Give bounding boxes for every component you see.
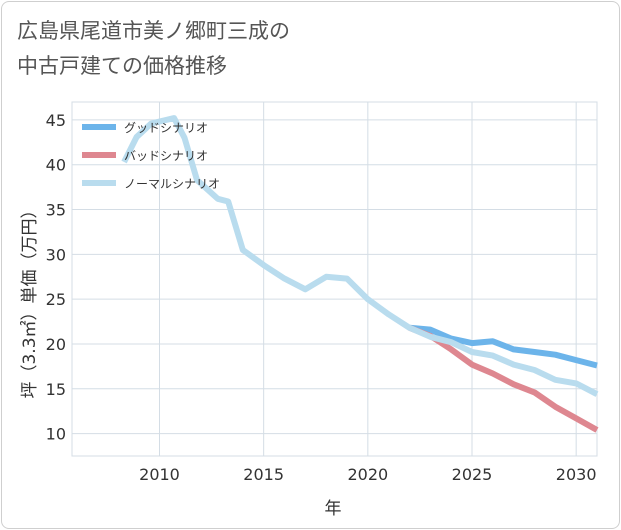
grid [71,101,598,457]
x-tick-label: 2030 [556,465,597,484]
chart-title-line1: 広島県尾道市美ノ郷町三成の [17,19,290,43]
series-line-3 [121,115,599,397]
y-tick-label: 40 [46,156,66,175]
y-tick-label: 35 [46,201,66,220]
x-tick-label: 2015 [243,465,284,484]
y-tick-label: 10 [46,425,66,444]
series-line-1 [409,324,598,369]
y-axis-ticks: 10 15 20 25 30 35 40 45 [46,111,66,444]
y-tick-label: 20 [46,335,66,354]
y-tick-label: 45 [46,111,66,130]
series-lines [121,115,599,433]
chart-title-line2: 中古戸建ての価格推移 [17,54,227,78]
x-axis-label: 年 [325,499,342,519]
x-tick-label: 2010 [139,465,180,484]
plot-area [71,101,598,457]
legend-label: ノーマルシナリオ [124,177,220,191]
y-tick-label: 25 [46,290,66,309]
chart-title: 広島県尾道市美ノ郷町三成の 中古戸建ての価格推移 [17,14,290,84]
y-axis-label: 坪（3.3㎡）単価（万円） [20,201,40,398]
x-tick-label: 2025 [452,465,493,484]
x-tick-label: 2020 [347,465,388,484]
x-axis-ticks: 2010 2015 2020 2025 2030 [139,465,596,484]
series-line-2 [408,325,599,433]
y-tick-label: 15 [46,380,66,399]
legend-label: バッドシナリオ [124,149,208,163]
legend-label: グッドシナリオ [124,121,208,135]
y-tick-label: 30 [46,245,66,264]
